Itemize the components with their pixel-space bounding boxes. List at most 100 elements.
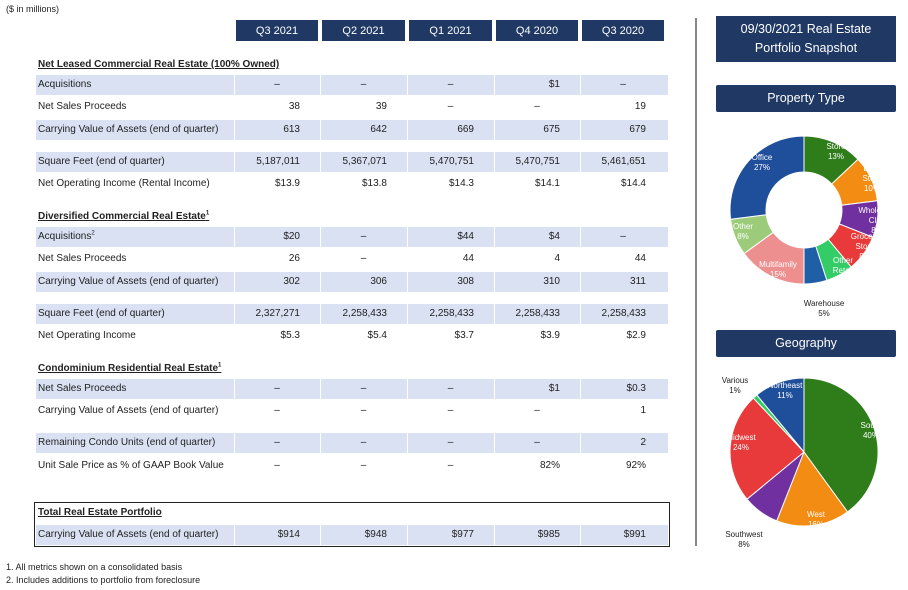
table-cell: $5.4	[367, 330, 387, 341]
table-cell: 1	[640, 405, 646, 416]
row-band	[36, 304, 668, 324]
table-cell: 2,258,433	[342, 308, 388, 319]
row-label: Net Sales Proceeds	[38, 380, 126, 398]
section-title-net-leased: Net Leased Commercial Real Estate (100% …	[38, 57, 279, 73]
pie-slice-office	[729, 135, 805, 220]
row-band-divider	[580, 152, 581, 172]
row-band-divider	[580, 525, 581, 545]
table-cell: $4	[548, 231, 560, 242]
table-cell: 5,470,751	[429, 156, 475, 167]
row-band-divider	[494, 75, 495, 95]
row-band-divider	[234, 152, 235, 172]
table-cell: –	[534, 405, 540, 416]
section-footnote-mark: 1	[218, 362, 222, 369]
row-band-divider	[320, 120, 321, 140]
divider	[695, 18, 697, 546]
row-band-divider	[494, 379, 495, 399]
table-cell: $977	[451, 529, 474, 540]
row-band-divider	[494, 433, 495, 453]
table-cell: $0.3	[626, 383, 646, 394]
table-cell: –	[360, 460, 367, 471]
row-label: Acquisitions	[38, 76, 91, 94]
table-cell: –	[274, 79, 280, 90]
row-label: Net Sales Proceeds	[38, 98, 126, 116]
row-label-text: Carrying Value of Assets (end of quarter…	[38, 529, 219, 540]
table-cell: –	[360, 253, 367, 264]
row-label: Square Feet (end of quarter)	[38, 153, 165, 171]
row-band-divider	[407, 525, 408, 545]
snapshot-title-line2: Portfolio Snapshot	[754, 41, 858, 55]
column-header: Q3 2021	[236, 20, 318, 41]
row-band-divider	[494, 304, 495, 324]
section-title-condo: Condominium Residential Real Estate1	[38, 361, 221, 377]
section-title-text: Total Real Estate Portfolio	[38, 507, 162, 518]
pie-label-northeast: Northeast 11%	[768, 381, 803, 400]
property-type-chart: Dollar Store 13% Drug Store 10% Wholesale Club 8…	[729, 132, 896, 318]
section-title-text: Net Leased Commercial Real Estate (100% …	[38, 59, 280, 70]
row-label-text: Net Sales Proceeds	[38, 383, 127, 394]
row-band-divider	[320, 525, 321, 545]
row-band-divider	[407, 120, 408, 140]
pie-label-dollar-store: Dollar Store 13%	[826, 132, 847, 161]
row-label-text: Net Sales Proceeds	[38, 101, 127, 112]
row-band-divider	[580, 75, 581, 95]
row-footnote-mark: 2	[91, 230, 95, 237]
row-band	[36, 227, 668, 247]
row-label: Net Operating Income (Rental Income)	[38, 175, 210, 193]
row-band	[36, 272, 668, 292]
table-cell: 82%	[539, 460, 560, 471]
table-cell: 2	[640, 437, 646, 448]
pie-label-other-retail: Other Retail 6%	[833, 256, 854, 285]
row-band-divider	[320, 75, 321, 95]
table-cell: $5.3	[280, 330, 300, 341]
row-band-divider	[320, 433, 321, 453]
table-cell: 39	[375, 101, 387, 112]
table-cell: –	[447, 460, 454, 471]
pie-slice-south	[803, 377, 879, 513]
row-label-text: Carrying Value of Assets (end of quarter…	[38, 124, 219, 135]
table-cell: $20	[283, 231, 300, 242]
row-band-divider	[580, 120, 581, 140]
table-cell: –	[274, 405, 280, 416]
table-cell: 26	[288, 253, 300, 264]
table-cell: 679	[629, 124, 646, 135]
pie-label-midwest: Midwest 24%	[726, 433, 756, 452]
table-cell: 311	[630, 276, 646, 287]
table-cell: –	[620, 79, 626, 90]
units-note: ($ in millions)	[6, 4, 60, 14]
row-band	[36, 433, 668, 453]
row-label-text: Carrying Value of Assets (end of quarter…	[38, 405, 219, 416]
geography-chart: South 40% West 16% Southwest 8% Midwest 24% Vari…	[722, 376, 882, 549]
row-label-text: Net Operating Income (Rental Income)	[38, 178, 210, 189]
pie-label-various: Various 1%	[722, 376, 749, 395]
row-label: Acquisitions2	[38, 228, 95, 246]
row-band-divider	[234, 120, 235, 140]
table-cell: –	[360, 405, 367, 416]
row-band-divider	[407, 75, 408, 95]
row-band-divider	[320, 304, 321, 324]
table-cell: $985	[537, 529, 560, 540]
table-cell: 306	[370, 276, 387, 287]
row-label: Carrying Value of Assets (end of quarter…	[38, 402, 218, 420]
table-cell: –	[534, 437, 540, 448]
pie-label-multifamily: Multifamily 15%	[759, 260, 797, 279]
row-band-divider	[580, 304, 581, 324]
pie-slice-northeast	[756, 377, 805, 454]
row-band-divider	[234, 525, 235, 545]
footnote-2: 2. Includes additions to portfolio from …	[6, 575, 201, 585]
table-cell: $14.4	[620, 178, 646, 189]
pie-label-south: South 40%	[861, 421, 882, 440]
snapshot-title: 09/30/2021 Real Estate Portfolio Snapsho…	[716, 16, 896, 62]
section-title-total: Total Real Estate Portfolio	[38, 505, 162, 521]
row-band-divider	[234, 379, 235, 399]
row-label-text: Square Feet (end of quarter)	[38, 156, 165, 167]
table-cell: $1	[548, 383, 560, 394]
row-band-divider	[494, 525, 495, 545]
section-title-text: Condominium Residential Real Estate	[38, 363, 219, 374]
table-cell: –	[360, 383, 367, 394]
table-cell: 19	[634, 101, 646, 112]
table-cell: –	[360, 231, 367, 242]
row-band-divider	[407, 379, 408, 399]
row-band-divider	[580, 433, 581, 453]
pie-label-grocery-store: Grocery Store 8%	[851, 232, 879, 261]
